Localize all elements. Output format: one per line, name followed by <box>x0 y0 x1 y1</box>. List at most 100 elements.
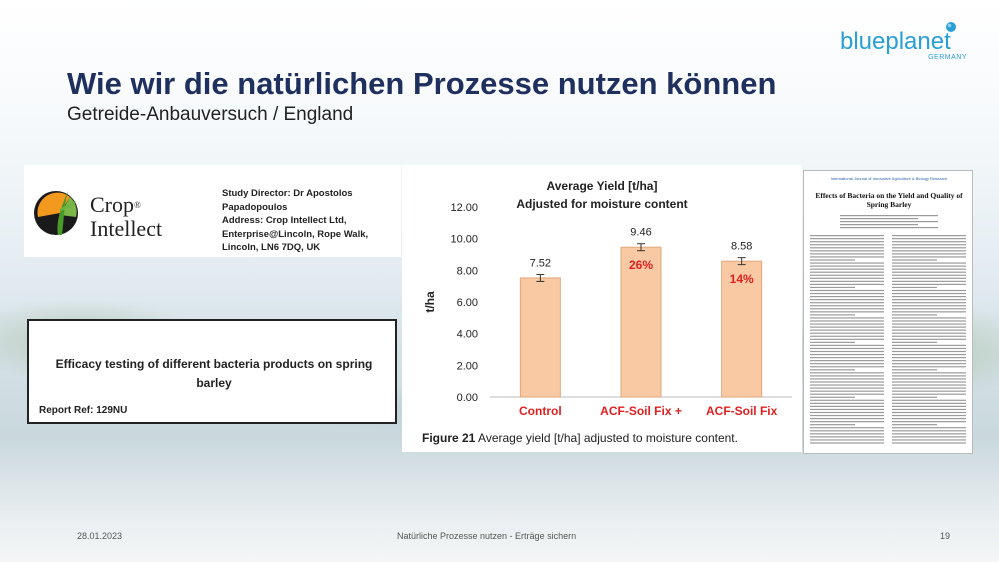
y-tick-label: 0.00 <box>457 392 478 404</box>
paper-text-line <box>810 280 884 282</box>
address-line-1: Address: Crop Intellect Ltd, <box>222 215 347 226</box>
paper-text-line <box>810 289 884 292</box>
paper-text-line <box>810 259 855 261</box>
paper-text-line <box>892 253 966 255</box>
category-label: Control <box>519 404 562 418</box>
address-line-3: Lincoln, LN6 7DQ, UK <box>222 242 321 253</box>
paper-text-line <box>810 353 884 356</box>
paper-text-line <box>892 265 966 267</box>
logo-text: blueplanet <box>840 28 951 55</box>
increase-label: 14% <box>730 272 754 286</box>
paper-text-line <box>892 405 966 407</box>
bar <box>620 246 662 398</box>
paper-text-line <box>810 256 884 258</box>
figure-caption-label: Figure 21 <box>422 431 476 445</box>
paper-text-line <box>892 421 966 423</box>
paper-text-line <box>892 360 966 362</box>
paper-text-line <box>892 393 966 395</box>
paper-text-line <box>892 320 966 322</box>
paper-text-line <box>810 375 884 377</box>
paper-text-line <box>892 308 966 310</box>
paper-author-line <box>840 227 938 229</box>
paper-text-line <box>892 338 966 340</box>
crop-intellect-name: Crop® Intellect <box>90 193 162 241</box>
category-label: ACF-Soil Fix <box>706 404 778 418</box>
paper-text-line <box>810 357 884 359</box>
paper-text-line <box>810 424 855 426</box>
paper-text-line <box>892 366 966 368</box>
y-tick-label: 6.00 <box>457 297 478 309</box>
paper-text-line <box>892 292 966 295</box>
paper-text-line <box>810 271 884 273</box>
paper-text-line <box>892 369 937 371</box>
data-label: 9.46 <box>630 227 651 239</box>
paper-text-line <box>892 357 966 359</box>
paper-text-line <box>810 439 884 441</box>
paper-text-line <box>810 320 884 322</box>
y-tick-label: 12.00 <box>450 202 478 214</box>
paper-text-line <box>892 381 966 383</box>
study-director: Study Director: Dr Apostolos Papadopoulo… <box>222 188 353 213</box>
paper-text-line <box>892 317 966 319</box>
report-title: Efficacy testing of different bacteria p… <box>55 357 373 390</box>
paper-text-line <box>810 430 884 432</box>
paper-text-line <box>810 296 884 298</box>
paper-text-line <box>810 283 884 285</box>
paper-text-line <box>810 421 884 423</box>
paper-author-line <box>840 221 938 223</box>
paper-text-line <box>892 280 966 282</box>
paper-text-line <box>810 323 884 325</box>
ci-registered-mark: ® <box>134 200 141 210</box>
paper-author-line <box>840 224 918 226</box>
paper-text-line <box>810 366 884 368</box>
data-label: 8.58 <box>731 241 752 253</box>
paper-text-line <box>892 323 966 325</box>
paper-text-line <box>810 360 884 362</box>
slide-subtitle: Getreide-Anbauversuch / England <box>67 104 354 125</box>
paper-text-line <box>892 329 966 331</box>
paper-text-line <box>810 387 884 389</box>
paper-text-line <box>892 414 966 417</box>
paper-text-line <box>810 378 884 380</box>
bar <box>519 277 561 398</box>
chart-subtitle: Adjusted for moisture content <box>516 197 688 211</box>
paper-text-line <box>810 405 884 407</box>
paper-text-line <box>892 289 966 292</box>
report-title-box: Efficacy testing of different bacteria p… <box>27 319 397 424</box>
paper-text-line <box>892 427 966 429</box>
paper-text-line <box>892 274 966 276</box>
paper-text-line <box>892 350 966 353</box>
paper-text-line <box>810 436 884 438</box>
paper-text-line <box>810 381 884 383</box>
paper-text-line <box>892 439 966 441</box>
bar <box>721 260 763 398</box>
category-label: ACF-Soil Fix + <box>600 404 682 418</box>
paper-text-line <box>892 311 966 313</box>
paper-text-line <box>892 375 966 377</box>
paper-text-line <box>892 247 966 249</box>
paper-text-line <box>810 268 884 270</box>
paper-text-line <box>892 326 966 328</box>
footer-center-text: Natürliche Prozesse nutzen - Erträge sic… <box>397 531 577 541</box>
paper-text-line <box>892 332 966 334</box>
paper-title: Effects of Bacteria on the Yield and Qua… <box>815 191 963 209</box>
paper-text-line <box>892 430 966 432</box>
paper-text-line <box>810 247 884 249</box>
figure-caption: Figure 21 Average yield [t/ha] adjusted … <box>422 431 738 445</box>
paper-text-line <box>810 308 884 310</box>
yield-chart-panel: Average Yield [t/ha] Adjusted for moistu… <box>402 165 802 452</box>
ci-name-line2: Intellect <box>90 216 163 241</box>
paper-text-line <box>810 241 884 243</box>
paper-journal-header: International Journal of Innovative Agri… <box>830 176 948 181</box>
paper-text-line <box>892 314 937 316</box>
paper-text-line <box>810 402 884 404</box>
paper-text-line <box>892 408 966 411</box>
paper-text-line <box>892 378 966 380</box>
footer-page-number: 19 <box>940 531 951 541</box>
crop-intellect-logo-icon <box>34 191 78 235</box>
paper-text-line <box>892 372 966 374</box>
paper-text-line <box>810 329 884 331</box>
paper-text-line <box>810 299 884 301</box>
paper-text-line <box>810 369 855 371</box>
paper-text-line <box>892 411 966 414</box>
